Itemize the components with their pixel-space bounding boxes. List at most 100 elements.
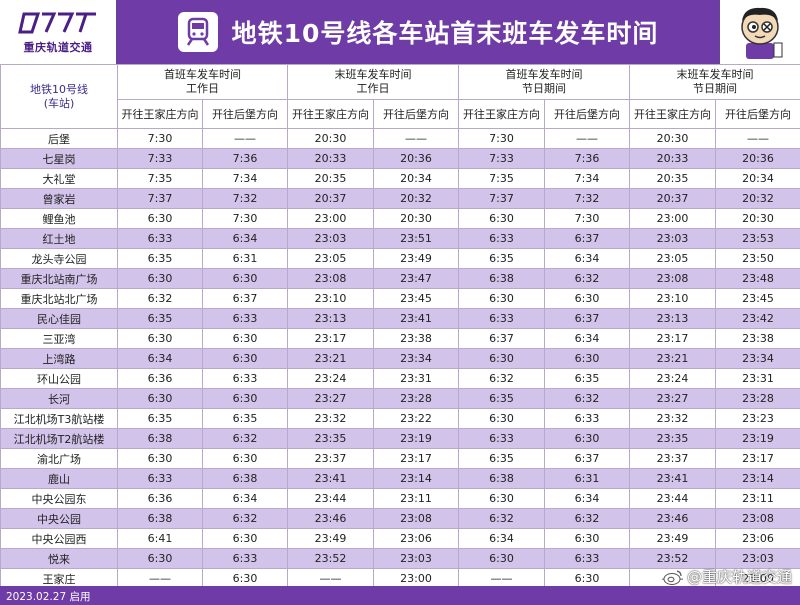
time-cell: 23:35 xyxy=(629,428,716,449)
metro-logo-icon xyxy=(18,12,96,33)
time-cell: 23:49 xyxy=(373,248,459,269)
time-cell: 6:33 xyxy=(458,428,545,449)
time-cell: 6:33 xyxy=(458,308,545,329)
time-cell: 6:30 xyxy=(458,488,545,509)
group-header-title: 首班车发车时间 xyxy=(505,68,583,81)
time-cell: 23:51 xyxy=(373,228,459,249)
time-cell: 23:35 xyxy=(287,428,374,449)
station-name: 上湾路 xyxy=(0,348,118,369)
time-cell: 23:49 xyxy=(629,528,716,549)
time-cell: 23:44 xyxy=(287,488,374,509)
time-cell: 6:35 xyxy=(458,448,545,469)
time-cell: 20:33 xyxy=(287,148,374,169)
time-cell: 6:38 xyxy=(458,468,545,489)
group-header-title: 末班车发车时间 xyxy=(334,68,412,81)
time-cell: 23:13 xyxy=(287,308,374,329)
time-cell: 23:11 xyxy=(373,488,459,509)
time-cell: 20:36 xyxy=(715,148,800,169)
station-name: 长河 xyxy=(0,388,118,409)
time-cell: 7:37 xyxy=(117,188,203,209)
time-cell: 7:36 xyxy=(202,148,288,169)
time-cell: 7:35 xyxy=(117,168,203,189)
weibo-icon xyxy=(663,569,682,585)
table-row: 鲤鱼池 6:30 7:30 23:00 20:30 6:30 7:30 23:00 20:30 xyxy=(0,208,800,229)
table-row: 中央公园东 6:36 6:34 23:44 23:11 6:30 6:34 23:44 23:1… xyxy=(0,488,800,509)
time-cell: —— xyxy=(544,128,630,149)
time-cell: 6:30 xyxy=(202,388,288,409)
station-name: 鲤鱼池 xyxy=(0,208,118,229)
time-cell: 23:44 xyxy=(629,488,716,509)
time-cell: 23:05 xyxy=(287,248,374,269)
time-cell: 6:30 xyxy=(458,348,545,369)
time-cell: 23:34 xyxy=(715,348,800,369)
time-cell: 23:27 xyxy=(287,388,374,409)
time-cell: 23:45 xyxy=(715,288,800,309)
time-cell: 23:17 xyxy=(629,328,716,349)
time-cell: 7:30 xyxy=(202,208,288,229)
time-cell: 23:53 xyxy=(715,228,800,249)
table-row: 长河 6:30 6:30 23:27 23:28 6:35 6:32 23:27 23:28 xyxy=(0,388,800,409)
station-name: 中央公园西 xyxy=(0,528,118,549)
time-cell: 20:36 xyxy=(373,148,459,169)
time-cell: 23:10 xyxy=(629,288,716,309)
table-row: 大礼堂 7:35 7:34 20:35 20:34 7:35 7:34 20:35 20:34 xyxy=(0,168,800,189)
table-row: 三亚湾 6:30 6:30 23:17 23:38 6:37 6:34 23:17 23:38 xyxy=(0,328,800,349)
time-cell: 6:34 xyxy=(544,488,630,509)
time-cell: 23:41 xyxy=(373,308,459,329)
time-cell: 6:30 xyxy=(202,348,288,369)
table-row: 民心佳园 6:35 6:33 23:13 23:41 6:33 6:37 23:13 23:42 xyxy=(0,308,800,329)
time-cell: 6:33 xyxy=(544,548,630,569)
table-row: 渝北广场 6:30 6:30 23:37 23:17 6:35 6:37 23:37 23:17 xyxy=(0,448,800,469)
time-cell: 23:50 xyxy=(715,248,800,269)
station-name: 重庆北站北广场 xyxy=(0,288,118,309)
time-cell: 6:32 xyxy=(458,368,545,389)
time-cell: 23:37 xyxy=(629,448,716,469)
table-row: 中央公园西 6:41 6:30 23:49 23:06 6:34 6:30 23:49 23:0… xyxy=(0,528,800,549)
table-row: 红土地 6:33 6:34 23:03 23:51 6:33 6:37 23:03 23:53 xyxy=(0,228,800,249)
time-cell: 23:06 xyxy=(373,528,459,549)
direction-header: 开往后堡方向 xyxy=(373,99,459,129)
time-cell: 20:30 xyxy=(287,128,374,149)
time-cell: 23:28 xyxy=(715,388,800,409)
time-cell: 6:30 xyxy=(202,568,288,589)
time-cell: 6:33 xyxy=(202,368,288,389)
train-badge-icon xyxy=(177,12,218,52)
time-cell: 6:35 xyxy=(117,308,203,329)
station-name: 大礼堂 xyxy=(0,168,118,189)
time-cell: 23:38 xyxy=(373,328,459,349)
time-cell: 6:37 xyxy=(544,228,630,249)
time-cell: 20:30 xyxy=(629,128,716,149)
group-header-period: 工作日 xyxy=(186,82,219,95)
time-cell: 23:21 xyxy=(287,348,374,369)
time-cell: 20:37 xyxy=(287,188,374,209)
station-name: 悦来 xyxy=(0,548,118,569)
table-row: 曾家岩 7:37 7:32 20:37 20:32 7:37 7:32 20:37 20:32 xyxy=(0,188,800,209)
time-cell: 23:08 xyxy=(629,268,716,289)
time-cell: 6:33 xyxy=(202,308,288,329)
table-row: 江北机场T3航站楼 6:35 6:35 23:32 23:22 6:30 6:33 23:32… xyxy=(0,408,800,429)
time-cell: 6:36 xyxy=(117,368,203,389)
brand-logo-text: 重庆轨道交通 xyxy=(23,40,93,54)
brand-logo: 重庆轨道交通 xyxy=(0,0,118,64)
direction-header: 开往王家庄方向 xyxy=(287,99,374,129)
time-cell: 6:38 xyxy=(458,268,545,289)
time-cell: 23:48 xyxy=(715,268,800,289)
time-cell: 6:31 xyxy=(544,468,630,489)
time-cell: 23:52 xyxy=(287,548,374,569)
time-cell: 23:27 xyxy=(629,388,716,409)
time-cell: 6:33 xyxy=(117,468,203,489)
time-cell: 6:31 xyxy=(202,248,288,269)
time-cell: 6:32 xyxy=(458,508,545,529)
direction-header: 开往后堡方向 xyxy=(202,99,288,129)
time-cell: 23:22 xyxy=(373,408,459,429)
effective-date: 2023.02.27 启用 xyxy=(6,591,91,603)
time-cell: 23:37 xyxy=(287,448,374,469)
time-cell: 23:32 xyxy=(629,408,716,429)
station-name: 江北机场T2航站楼 xyxy=(0,428,118,449)
time-cell: 23:00 xyxy=(287,208,374,229)
corner-line-name: 地铁10号线 xyxy=(30,82,88,96)
time-cell: 6:32 xyxy=(544,508,630,529)
group-header-first-weekday: 首班车发车时间 工作日 xyxy=(117,64,288,100)
time-cell: 23:46 xyxy=(629,508,716,529)
time-cell: 23:46 xyxy=(287,508,374,529)
